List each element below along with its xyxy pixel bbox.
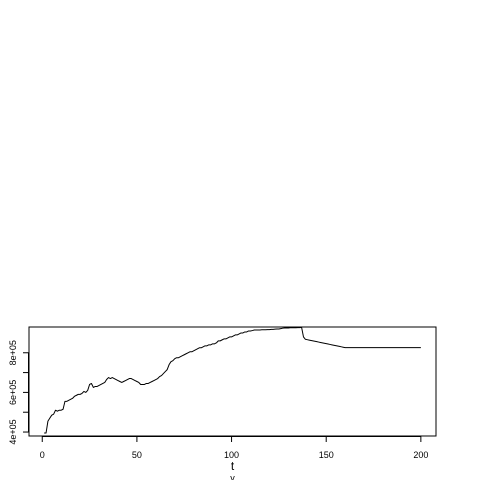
x-tick-label: 200 xyxy=(413,450,428,460)
plot-frame xyxy=(28,326,437,437)
x-tick-label: 0 xyxy=(40,450,45,460)
x-tick-label: 100 xyxy=(224,450,239,460)
x-axis-sub-label: y xyxy=(230,473,235,480)
chart-marks: 0 50 100 150 200 4e+05 6e+05 8e+05 xyxy=(8,326,428,460)
series-line xyxy=(44,326,421,434)
x-axis-label: t xyxy=(231,459,235,473)
x-tick-label: 50 xyxy=(132,450,142,460)
y-tick-label: 8e+05 xyxy=(8,340,18,365)
x-tick-label: 150 xyxy=(319,450,334,460)
y-tick-label: 6e+05 xyxy=(8,380,18,405)
y-tick-label: 4e+05 xyxy=(8,419,18,444)
